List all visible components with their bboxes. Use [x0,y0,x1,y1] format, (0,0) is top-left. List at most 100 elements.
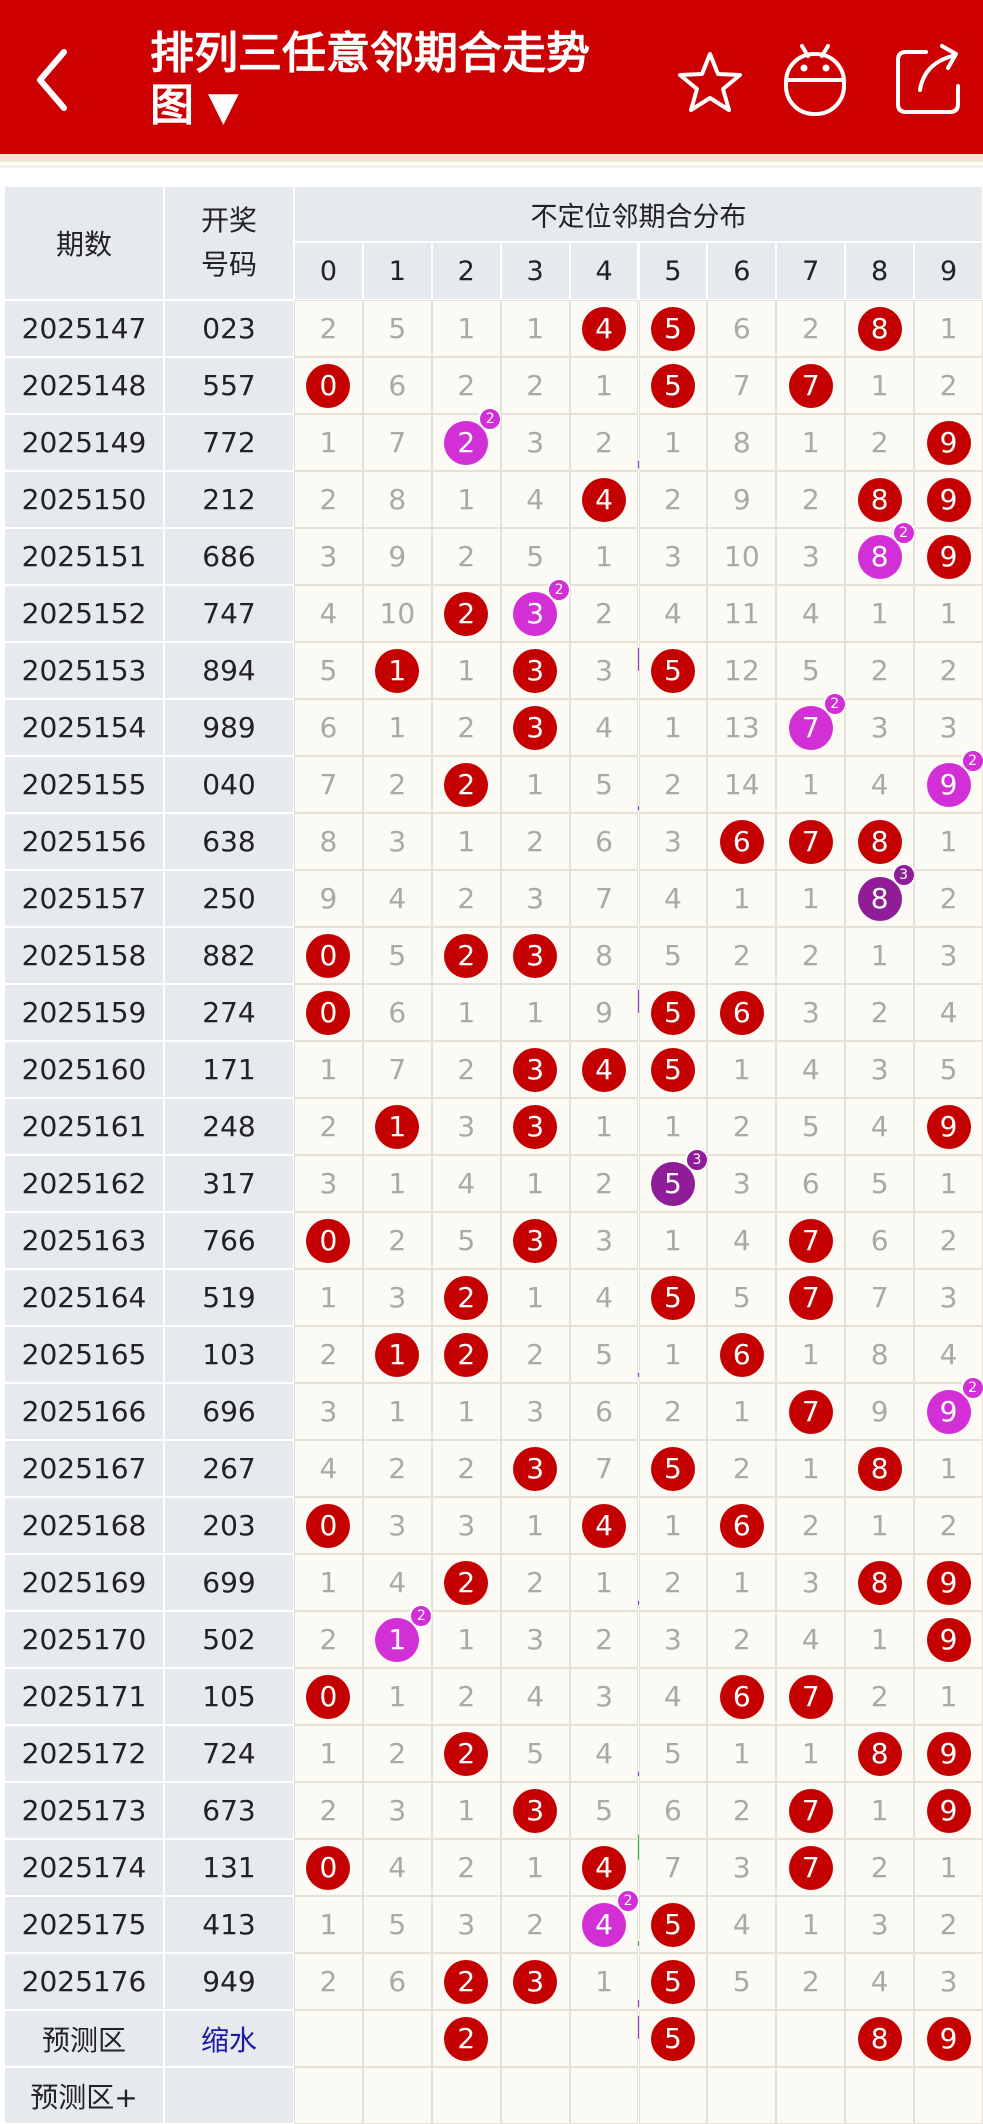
period-cell: 2025157 [4,870,164,927]
hit-ball-value: 8 [870,540,889,573]
trend-cell: 8 [845,1725,915,1782]
hit-ball-value: 0 [319,1851,338,1884]
trend-cell: 0 [294,357,363,414]
hit-ball: 9 [926,1617,971,1662]
trend-cell [362,2067,432,2124]
repeat-count-badge: 2 [547,577,572,602]
trend-cell: 4 [914,1326,983,1383]
dropdown-caret-icon[interactable]: ▼ [208,84,239,130]
hit-ball: 9 [926,420,971,465]
draw-cell: 772 [164,414,294,471]
miss-value: 3 [801,1566,820,1599]
trend-cell: 1 [776,414,846,471]
miss-value: 5 [388,312,407,345]
favorite-button[interactable] [676,48,744,116]
miss-value: 2 [457,1053,476,1086]
miss-value: 1 [801,426,820,459]
hit-ball-value: 7 [801,1281,820,1314]
trend-cell: 3 [500,1041,570,1098]
trend-cell: 4 [569,699,639,756]
trend-cell: 1 [776,1896,846,1953]
trend-cell: 2 [776,300,846,357]
trend-cell: 2 [431,528,501,585]
trend-cell: 1 [431,1611,501,1668]
trend-cell: 7 [362,1041,432,1098]
miss-value: 2 [870,654,889,687]
trend-cell: 8 [845,300,915,357]
miss-value: 1 [526,1281,545,1314]
trend-cell: 1 [294,1041,363,1098]
chevron-left-icon [37,49,67,111]
miss-value: 8 [732,426,751,459]
miss-value: 3 [457,1110,476,1143]
trend-cell: 2 [845,1839,915,1896]
trend-cell: 1 [362,1326,432,1383]
back-button[interactable] [30,44,74,116]
trend-cell: 5 [362,927,432,984]
miss-value: 4 [595,1737,613,1770]
period-cell: 2025158 [4,927,164,984]
trend-cell: 6 [362,984,432,1041]
period-cell: 2025167 [4,1440,164,1497]
trend-cell: 2 [845,414,915,471]
miss-value: 6 [664,1794,682,1827]
miss-value: 2 [595,597,613,630]
trend-cell: 3 [500,1611,570,1668]
hit-ball: 4 [582,1503,627,1548]
trend-cell: 2 [431,756,501,813]
trend-cell: 7 [776,1668,846,1725]
draw-cell: 894 [164,642,294,699]
trend-cell: 2 [500,1326,570,1383]
trend-cell: 4 [294,585,363,642]
hit-ball: 5 [650,1047,695,1092]
page-title[interactable]: 排列三任意邻期合走势图 ▼ [150,28,630,133]
trend-cell: 9 [914,1098,983,1155]
period-cell: 2025153 [4,642,164,699]
trend-cell: 1 [500,1497,570,1554]
miss-value: 1 [457,312,476,345]
trend-cell: 4 [638,1668,708,1725]
trend-cell: 1 [294,414,363,471]
draw-cell[interactable]: 缩水 [164,2010,294,2067]
hit-ball: 6 [719,819,764,864]
trend-cell: 1 [362,1098,432,1155]
hit-ball: 3 [513,1959,558,2004]
period-cell: 2025151 [4,528,164,585]
hit-ball-value: 1 [388,654,407,687]
trend-cell: 4 [776,1041,846,1098]
trend-cell: 3 [431,1098,501,1155]
miss-value: 4 [664,597,682,630]
trend-cell: 2 [569,585,639,642]
trend-cell: 7 [569,1440,639,1497]
trend-cell: 11 [707,585,777,642]
hit-ball-value: 7 [801,1224,820,1257]
miss-value: 1 [457,1623,476,1656]
trend-cell: 4 [707,1212,777,1269]
miss-value: 2 [732,939,751,972]
hit-ball: 1 [375,1332,420,1377]
hit-ball: 2 [444,1959,489,2004]
trend-cell: 3 [500,1953,570,2010]
hit-ball-value: 9 [939,1395,958,1428]
miss-value: 3 [664,825,682,858]
trend-cell: 3 [431,1497,501,1554]
miss-value: 2 [801,312,820,345]
trend-cell: 5 [638,1953,708,2010]
miss-value: 7 [664,1851,682,1884]
trend-cell: 4 [431,1155,501,1212]
share-button[interactable] [892,38,968,118]
trend-cell: 1 [569,1098,639,1155]
hit-ball-value: 6 [732,996,751,1029]
trend-cell: 2 [914,1896,983,1953]
miss-value: 6 [388,369,407,402]
miss-value: 4 [526,483,545,516]
trend-cell: 2 [845,984,915,1041]
digit-header-5: 5 [638,242,708,300]
robot-button[interactable] [780,36,850,120]
trend-cell: 3 [294,528,363,585]
hit-ball: 7 [788,1218,833,1263]
